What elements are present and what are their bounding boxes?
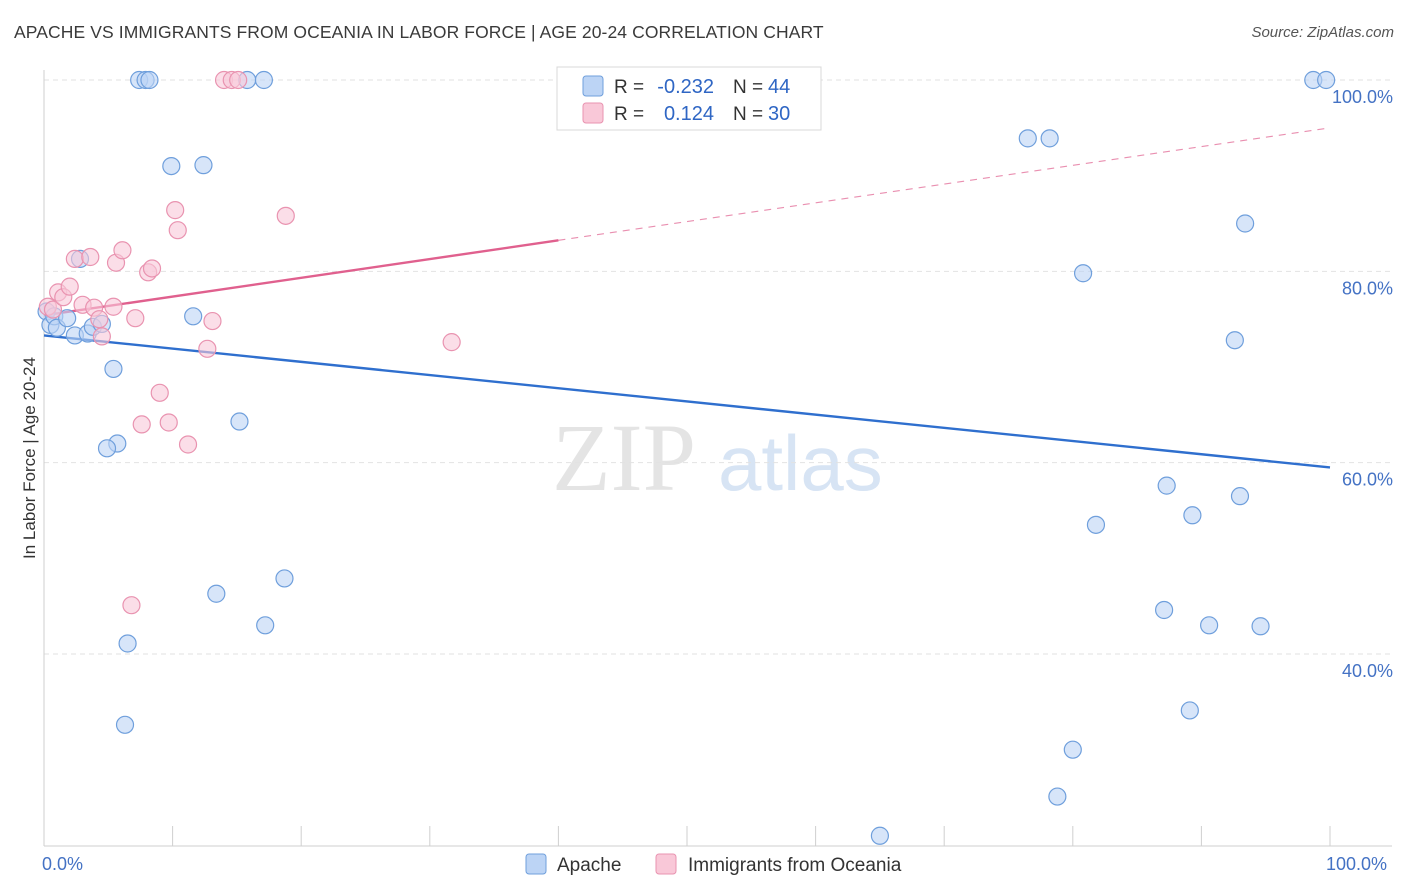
y-tick-label-80: 80.0% (1342, 278, 1393, 298)
point-oceania-14 (126, 309, 145, 328)
series-legend: Apache Immigrants from Oceania (525, 853, 902, 876)
point-oceania-29 (276, 206, 295, 225)
point-oceania-7 (81, 247, 100, 267)
legend-swatch-apache (582, 75, 604, 97)
point-apache-24 (254, 70, 274, 90)
x-tick-label-max: 100.0% (1326, 854, 1387, 874)
source-credit: Source: ZipAtlas.com (1251, 24, 1394, 41)
point-oceania-20 (159, 413, 178, 432)
point-apache-29 (1040, 129, 1059, 148)
point-oceania-18 (122, 596, 141, 615)
point-apache-26 (275, 569, 294, 588)
point-oceania-9 (90, 310, 109, 329)
point-apache-44 (1317, 70, 1336, 90)
legend-n-label-oceania: N = (733, 104, 763, 125)
point-oceania-4 (60, 277, 79, 296)
point-oceania-28 (229, 70, 248, 90)
point-apache-25 (256, 616, 275, 635)
point-apache-33 (1086, 515, 1106, 534)
legend-r-value-apache: -0.232 (657, 76, 714, 98)
point-apache-41 (1236, 214, 1255, 233)
chart-title: APACHE VS IMMIGRANTS FROM OCEANIA IN LAB… (14, 22, 824, 42)
point-oceania-10 (92, 327, 111, 346)
point-apache-13 (118, 634, 137, 653)
point-apache-28 (1018, 129, 1037, 148)
y-tick-label-40: 40.0% (1342, 661, 1393, 681)
point-apache-17 (140, 70, 159, 90)
legend-r-value-oceania: 0.124 (664, 103, 714, 125)
point-oceania-17 (142, 259, 162, 278)
trend-line-oceania-projection (558, 127, 1331, 241)
y-axis-label: In Labor Force | Age 20-24 (20, 357, 39, 559)
y-tick-label-60: 60.0% (1342, 470, 1393, 490)
y-tick-labels: 40.0% 60.0% 80.0% 100.0% (1332, 87, 1393, 681)
point-oceania-23 (178, 435, 198, 454)
gridlines (44, 79, 1392, 655)
point-apache-30 (1048, 787, 1067, 806)
point-oceania-1 (43, 300, 63, 319)
bottom-legend-label-apache: Apache (557, 855, 621, 876)
point-oceania-24 (198, 339, 217, 358)
point-oceania-25 (203, 311, 222, 331)
legend-r-label-apache: R = (614, 77, 644, 98)
point-apache-40 (1230, 487, 1250, 506)
axes (43, 70, 1392, 847)
watermark-zip: ZIP (552, 404, 696, 511)
point-oceania-13 (113, 241, 132, 260)
point-apache-12 (97, 439, 117, 458)
point-oceania-19 (150, 383, 169, 402)
point-apache-32 (1073, 264, 1093, 283)
point-apache-39 (1225, 331, 1244, 350)
point-apache-42 (1251, 617, 1270, 636)
point-apache-18 (162, 157, 181, 176)
x-tick-label-min: 0.0% (42, 854, 83, 874)
point-apache-19 (184, 307, 203, 326)
trend-line-oceania (43, 239, 559, 317)
legend-n-value-oceania: 30 (768, 103, 790, 125)
point-apache-35 (1157, 476, 1176, 495)
point-oceania-22 (168, 221, 187, 240)
y-tick-label-100: 100.0% (1332, 87, 1393, 107)
trend-line-apache (43, 334, 1331, 469)
point-apache-22 (230, 412, 249, 431)
point-apache-21 (207, 584, 226, 603)
bottom-legend-label-oceania: Immigrants from Oceania (688, 855, 902, 876)
bottom-legend-swatch-oceania (655, 853, 677, 875)
legend-n-value-apache: 44 (768, 76, 790, 98)
data-points (37, 70, 1336, 845)
point-apache-4 (58, 309, 77, 328)
point-oceania-5 (65, 249, 84, 268)
point-apache-34 (1155, 600, 1174, 620)
point-apache-27 (870, 826, 890, 845)
point-apache-36 (1180, 701, 1199, 720)
point-apache-38 (1200, 616, 1219, 635)
legend-r-label-oceania: R = (614, 104, 644, 125)
legend-swatch-oceania (582, 102, 604, 124)
point-apache-14 (115, 715, 135, 734)
legend-n-label-apache: N = (733, 77, 763, 98)
point-oceania-30 (442, 333, 461, 352)
point-oceania-21 (166, 201, 185, 220)
trend-lines (43, 127, 1331, 469)
point-oceania-15 (132, 415, 151, 434)
correlation-legend: R = -0.232 N = 44 R = 0.124 N = 30 (556, 66, 822, 131)
point-apache-10 (104, 359, 123, 379)
point-apache-37 (1183, 506, 1202, 525)
point-apache-31 (1063, 740, 1082, 759)
bottom-legend-swatch-apache (525, 853, 547, 875)
point-oceania-11 (104, 297, 123, 316)
point-apache-20 (194, 156, 213, 175)
